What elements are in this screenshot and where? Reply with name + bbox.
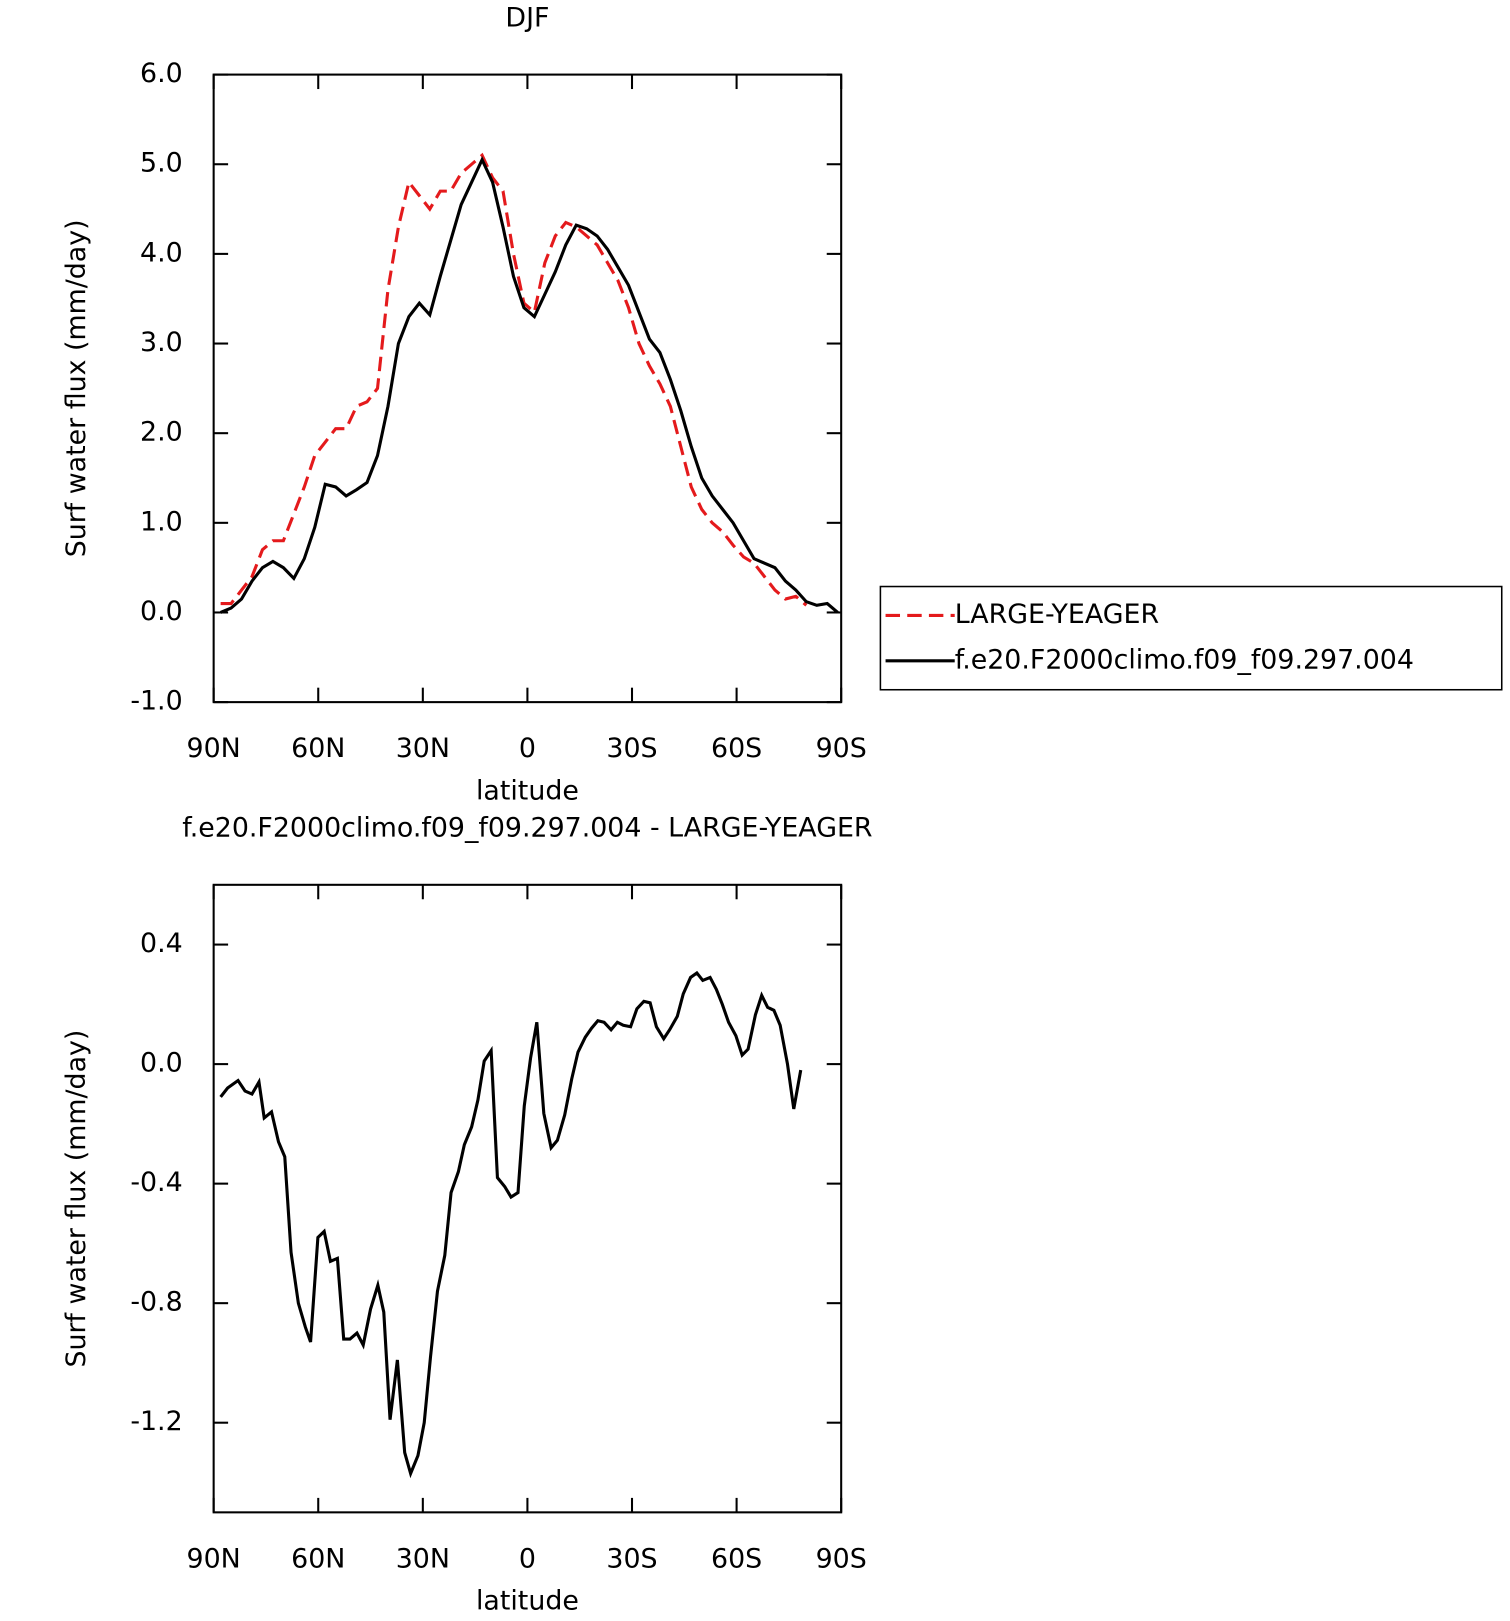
y-axis-label: Surf water flux (mm/day) [61,1030,92,1368]
y-tick-label: 6.0 [140,58,183,89]
plot-frame [212,883,843,1514]
x-axis-label: latitude [476,775,579,806]
x-tick-label: 30S [606,733,657,764]
x-tick-label: 60S [711,1543,762,1574]
chart-title: DJF [505,2,549,33]
x-tick-label: 30S [606,1543,657,1574]
x-tick-label: 60N [291,1543,345,1574]
x-tick-label: 90S [816,733,867,764]
legend-label: LARGE-YEAGER [955,599,1159,630]
x-tick-label: 90N [187,733,241,764]
chart-title: f.e20.F2000climo.f09_f09.297.004 - LARGE… [182,813,872,844]
plot-frame [212,73,843,704]
data-line [219,970,803,1479]
y-tick-label: -1.2 [130,1406,182,1437]
y-tick-label: 1.0 [140,506,183,537]
x-tick-label: 90S [816,1543,867,1574]
x-tick-label: 90N [187,1543,241,1574]
y-tick-label: -0.4 [130,1167,182,1198]
x-tick-label: 60S [711,733,762,764]
x-tick-label: 60N [291,733,345,764]
y-tick-label: 5.0 [140,148,183,179]
x-tick-label: 0 [519,733,536,764]
y-tick-label: 3.0 [140,327,183,358]
x-tick-label: 30N [396,1543,450,1574]
y-tick-label: 0.4 [140,928,183,959]
y-axis-label: Surf water flux (mm/day) [61,219,92,557]
legend-label: f.e20.F2000climo.f09_f09.297.004 [955,644,1414,675]
y-tick-label: -0.8 [130,1287,182,1318]
y-tick-label: 2.0 [140,417,183,448]
y-tick-label: 4.0 [140,237,183,268]
data-line [220,152,808,607]
x-tick-label: 30N [396,733,450,764]
x-axis-label: latitude [476,1586,579,1617]
legend-box [879,585,1503,691]
x-tick-label: 0 [519,1543,536,1574]
data-line [220,156,839,614]
y-tick-label: 0.0 [140,1048,183,1079]
y-tick-label: -1.0 [130,686,182,717]
y-tick-label: 0.0 [140,596,183,627]
